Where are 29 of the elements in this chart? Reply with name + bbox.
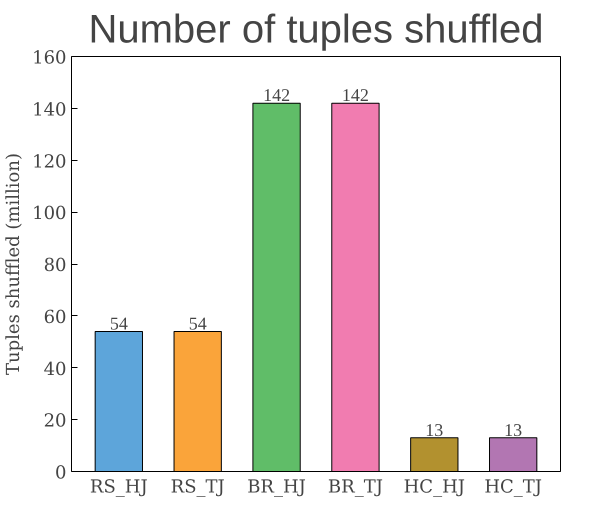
x-tick-label: RS_TJ	[170, 476, 225, 498]
x-tick-label: HC_TJ	[484, 476, 542, 498]
y-tick-label: 120	[32, 151, 67, 172]
x-tick-label: BR_HJ	[247, 476, 306, 498]
y-tick-label: 60	[44, 306, 66, 328]
bar	[252, 102, 301, 472]
data-label: 142	[342, 85, 369, 106]
y-axis-title: Tuples shuffled (million)	[3, 153, 24, 375]
y-tick-label: 140	[32, 99, 67, 120]
bar	[174, 330, 222, 472]
y-tick-label: 40	[44, 358, 66, 380]
bar	[94, 330, 143, 472]
x-tick-label: BR_TJ	[328, 476, 383, 498]
y-tick-label: 100	[32, 203, 67, 224]
bar	[331, 102, 380, 472]
data-label: 54	[110, 313, 128, 334]
x-tick-label: RS_HJ	[90, 476, 148, 498]
data-label: 13	[504, 420, 522, 440]
bar	[410, 437, 458, 472]
chart-title: Number of tuples shuffled	[88, 8, 544, 52]
data-label: 142	[263, 85, 290, 106]
x-tick-label: HC_HJ	[404, 476, 466, 498]
data-label: 54	[188, 313, 207, 334]
y-tick-label: 160	[32, 48, 67, 68]
data-label: 13	[425, 420, 444, 440]
bar	[489, 437, 538, 472]
y-tick-label: 20	[44, 410, 66, 432]
y-tick-label: 0	[55, 462, 66, 484]
y-tick-label: 80	[44, 255, 66, 276]
